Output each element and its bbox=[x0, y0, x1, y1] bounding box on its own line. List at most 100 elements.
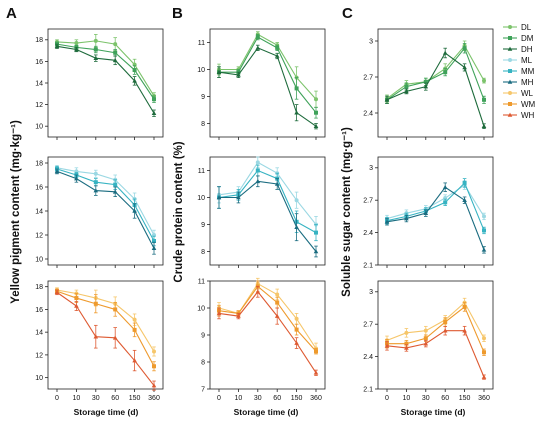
x-tick-label: 10 bbox=[403, 395, 411, 402]
legend-item-dh: DH bbox=[503, 45, 533, 54]
data-point bbox=[132, 327, 137, 332]
series-wh bbox=[384, 325, 487, 380]
series-line bbox=[56, 168, 155, 242]
y-axis-label-b: Crude protein content (%) bbox=[173, 141, 185, 282]
data-point bbox=[404, 89, 409, 94]
panel-letter-c: C bbox=[342, 5, 353, 22]
series-line bbox=[219, 36, 317, 114]
data-point bbox=[255, 178, 261, 184]
y-tick-label: 10 bbox=[35, 256, 43, 263]
data-point bbox=[54, 43, 60, 49]
y-tick-label: 14 bbox=[35, 208, 43, 215]
x-axis-label-a: Storage time (d) bbox=[74, 407, 139, 417]
y-tick-label: 9 bbox=[201, 332, 205, 339]
data-point bbox=[236, 195, 241, 200]
series-line bbox=[386, 181, 485, 231]
series-wm bbox=[217, 280, 318, 355]
data-point bbox=[151, 383, 157, 388]
series-dh bbox=[384, 47, 487, 130]
y-tick-label: 11 bbox=[198, 40, 205, 47]
data-point bbox=[294, 316, 299, 321]
panel-c-row-1: 2.4 2.7 3 bbox=[363, 28, 494, 140]
data-point bbox=[274, 313, 280, 318]
data-point bbox=[93, 38, 98, 43]
data-point bbox=[275, 45, 280, 50]
y-tick-label: 7 bbox=[201, 386, 205, 393]
y-tick-label: 12 bbox=[35, 102, 43, 109]
data-point bbox=[423, 79, 428, 84]
data-point bbox=[113, 42, 118, 47]
data-point bbox=[462, 328, 467, 333]
y-tick-label: 8 bbox=[201, 359, 205, 366]
data-point bbox=[93, 180, 98, 185]
series-line bbox=[56, 167, 155, 236]
data-point bbox=[255, 35, 260, 40]
series-dl bbox=[385, 40, 486, 103]
y-axis-label-a: Yellow pigment content (mg·kg⁻¹) bbox=[10, 120, 22, 304]
data-point bbox=[423, 210, 429, 215]
data-point bbox=[404, 216, 409, 221]
x-tick-label: 0 bbox=[217, 395, 221, 402]
y-tick-label: 18 bbox=[35, 37, 43, 44]
series-line bbox=[386, 44, 485, 100]
y-tick-label: 10 bbox=[197, 67, 205, 74]
series-line bbox=[219, 180, 317, 252]
y-tick-label: 11 bbox=[198, 168, 205, 175]
data-point bbox=[314, 110, 318, 115]
data-point bbox=[462, 197, 467, 202]
y-tick-label: 14 bbox=[35, 330, 43, 337]
data-point bbox=[54, 169, 60, 174]
data-point bbox=[112, 189, 118, 194]
y-tick-label: 10 bbox=[35, 124, 43, 131]
series-line bbox=[56, 290, 155, 367]
legend-item-dm: DM bbox=[503, 34, 534, 43]
data-point bbox=[404, 84, 409, 89]
legend-item-wm: WM bbox=[503, 100, 536, 109]
series-ml bbox=[217, 156, 318, 234]
series-dh bbox=[54, 43, 157, 117]
y-tick-label: 16 bbox=[35, 307, 43, 314]
series-line bbox=[218, 161, 317, 225]
series-wh bbox=[216, 285, 319, 376]
series-line bbox=[56, 170, 155, 249]
data-point bbox=[482, 350, 486, 355]
data-point bbox=[313, 370, 319, 375]
panel-c-row-3: 2.12.42.730 10 30 60 150 360 bbox=[363, 280, 494, 402]
series-line bbox=[56, 291, 155, 386]
data-point bbox=[404, 341, 409, 346]
data-point bbox=[462, 304, 467, 309]
legend-item-ml: ML bbox=[503, 56, 533, 65]
data-point bbox=[294, 198, 299, 203]
data-point bbox=[93, 55, 99, 60]
panel-b-row-2: 8 9 10 11 bbox=[197, 156, 326, 268]
data-point bbox=[482, 336, 486, 341]
data-point bbox=[481, 123, 487, 128]
legend-label: DM bbox=[521, 34, 534, 43]
series-line bbox=[218, 285, 317, 352]
legend-item-wl: WL bbox=[503, 89, 534, 98]
data-point bbox=[74, 296, 79, 301]
data-point bbox=[442, 50, 448, 55]
data-point bbox=[74, 41, 79, 46]
data-point bbox=[482, 78, 486, 83]
y-tick-label: 3 bbox=[369, 38, 373, 45]
data-point bbox=[74, 47, 79, 52]
y-tick-label: 2.7 bbox=[363, 198, 373, 205]
legend-label: WM bbox=[521, 100, 536, 109]
y-tick-label: 8 bbox=[201, 121, 205, 128]
x-tick-label: 30 bbox=[254, 395, 262, 402]
legend-label: DL bbox=[521, 23, 532, 32]
y-tick-label: 2.1 bbox=[363, 262, 373, 269]
x-tick-label: 0 bbox=[385, 395, 389, 402]
y-tick-label: 9 bbox=[201, 222, 205, 229]
y-tick-label: 11 bbox=[198, 278, 205, 285]
series-line bbox=[56, 45, 155, 114]
y-tick-label: 12 bbox=[35, 232, 43, 239]
plot-frame bbox=[47, 156, 164, 266]
series-dl bbox=[55, 34, 156, 100]
series-mh bbox=[54, 168, 157, 255]
data-point bbox=[216, 69, 222, 74]
data-point bbox=[275, 292, 280, 297]
